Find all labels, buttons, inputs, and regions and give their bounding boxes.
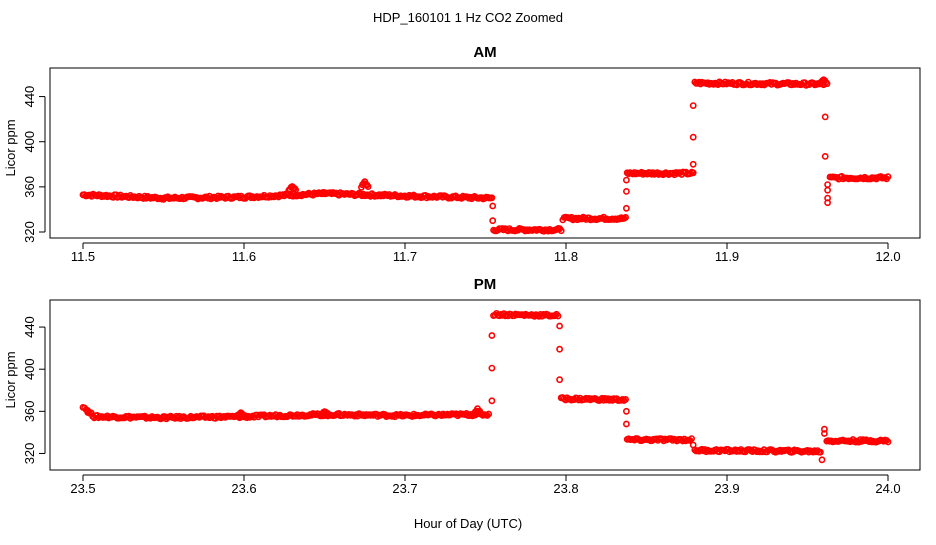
pm-data-point — [485, 410, 493, 418]
pm-transition-point — [821, 425, 828, 433]
am-data-point — [823, 80, 831, 88]
figure-title: HDP_160101 1 Hz CO2 Zoomed — [373, 10, 563, 25]
am-data-point — [177, 195, 185, 202]
am-transition-point — [824, 186, 831, 194]
pm-x-tick-label: 23.9 — [714, 481, 739, 496]
pm-transition-point — [488, 397, 496, 405]
pm-transition-point — [689, 441, 697, 449]
pm-data-point — [477, 410, 485, 418]
am-transition-point — [489, 217, 497, 225]
pm-data-point — [554, 312, 562, 320]
pm-data-point — [688, 435, 695, 442]
pm-panel: PM Licor ppm 23.5 23.6 23.7 23.8 23.9 24.0 320… — [3, 276, 921, 496]
pm-data-points — [79, 309, 892, 464]
am-transition-point — [689, 133, 697, 141]
am-data-point — [557, 227, 565, 235]
am-data-points — [79, 76, 892, 235]
am-transition-point — [824, 194, 831, 202]
pm-data-point — [622, 395, 629, 403]
am-data-point — [884, 173, 892, 181]
pm-x-tick-label: 23.5 — [70, 481, 95, 496]
pm-x-tick-label: 23.8 — [553, 481, 578, 496]
am-x-tick-label: 11.6 — [232, 249, 256, 264]
am-panel-title: AM — [473, 44, 496, 61]
am-transition-point — [821, 152, 829, 160]
am-x-tick-label: 12.0 — [875, 249, 900, 264]
pm-data-point — [817, 448, 824, 456]
am-transition-point — [623, 176, 630, 184]
pm-panel-title: PM — [474, 276, 497, 293]
pm-data-point — [324, 412, 332, 420]
am-transition-point — [623, 204, 630, 212]
pm-x-tick-label: 24.0 — [875, 481, 900, 496]
pm-transition-point — [623, 407, 630, 415]
pm-transition-point — [556, 376, 563, 384]
am-data-point — [292, 186, 300, 194]
pm-y-axis-label: Licor ppm — [3, 351, 18, 408]
x-axis-label: Hour of Day (UTC) — [414, 516, 522, 531]
am-data-point — [689, 169, 697, 177]
am-x-tick-label: 11.8 — [554, 249, 578, 264]
am-panel: AM Licor ppm 11.5 11.6 11.7 11.8 11.9 12.0 320… — [3, 44, 921, 264]
pm-x-tick-label: 23.6 — [231, 481, 256, 496]
am-transition-point — [689, 160, 697, 168]
am-y-tick-label: 360 — [22, 176, 37, 198]
pm-y-tick-label: 440 — [22, 316, 37, 338]
am-x-tick-label: 11.5 — [71, 249, 95, 264]
am-data-point — [488, 194, 496, 202]
pm-y-tick-label: 320 — [22, 443, 37, 465]
am-y-tick-label: 320 — [22, 221, 37, 243]
pm-data-point — [483, 412, 491, 419]
pm-transition-point — [556, 322, 563, 330]
pm-axes: 23.5 23.6 23.7 23.8 23.9 24.0 320 360 400 440 — [22, 316, 901, 496]
am-y-tick-label: 440 — [22, 86, 37, 108]
pm-data-point — [240, 412, 248, 420]
am-plot-frame — [49, 67, 921, 239]
am-transition-point — [623, 187, 630, 195]
am-y-axis-label: Licor ppm — [3, 119, 18, 176]
pm-transition-point — [821, 430, 828, 437]
am-data-point — [622, 213, 629, 221]
am-x-tick-label: 11.9 — [715, 249, 739, 264]
am-y-tick-label: 400 — [22, 131, 37, 153]
pm-y-tick-label: 400 — [22, 358, 37, 380]
am-axes: 11.5 11.6 11.7 11.8 11.9 12.0 320 360 400 440 — [22, 86, 901, 264]
pm-transition-point — [488, 364, 496, 372]
am-data-point — [364, 183, 372, 190]
pm-transition-point — [488, 332, 496, 339]
am-transition-point — [824, 181, 831, 188]
pm-transition-point — [556, 345, 563, 353]
am-transition-point — [689, 102, 697, 109]
pm-x-tick-label: 23.7 — [392, 481, 417, 496]
pm-data-point — [884, 438, 892, 446]
pm-transition-point — [623, 420, 630, 428]
am-x-tick-label: 11.7 — [393, 249, 417, 264]
am-transition-point — [489, 202, 497, 210]
pm-data-point — [883, 436, 890, 444]
pm-plot-frame — [49, 299, 921, 471]
pm-transition-point — [818, 456, 826, 464]
pm-y-tick-label: 360 — [22, 400, 37, 422]
am-transition-point — [821, 113, 829, 121]
